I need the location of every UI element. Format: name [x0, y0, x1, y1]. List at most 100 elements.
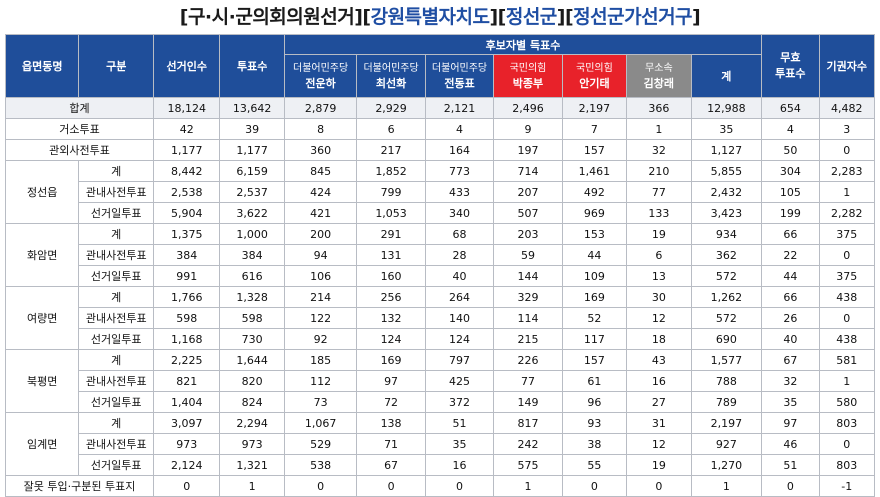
- cell-voters: 18,124: [152, 97, 221, 119]
- cell-abstain: -1: [818, 475, 876, 497]
- cell-cand-6: 27: [626, 391, 692, 413]
- cell-cand-5: 61: [561, 370, 628, 392]
- cell-cand-6: 32: [626, 139, 692, 161]
- cell-ballots: 616: [219, 265, 285, 287]
- table-row: 거소투표 42 39 8 6 4 9 7 1 35 4 3: [5, 118, 876, 140]
- cell-cand-5: 117: [561, 328, 628, 350]
- cell-cand-4: 714: [493, 160, 563, 182]
- cell-invalid: 35: [761, 391, 820, 413]
- cell-abstain: 438: [818, 286, 876, 308]
- page-title: [구·시·군의회의원선거][강원특별자치도][정선군][정선군가선거구]: [179, 6, 701, 28]
- cell-voters: 3,097: [152, 412, 221, 434]
- cell-total-votes: 1,127: [690, 139, 763, 161]
- header-category: 구분: [78, 34, 154, 98]
- row-category: 관내사전투표: [78, 244, 154, 266]
- cell-cand-5: 109: [561, 265, 628, 287]
- cell-cand-2: 1,053: [356, 202, 426, 224]
- cell-invalid: 66: [761, 223, 820, 245]
- cell-total-votes: 789: [690, 391, 763, 413]
- cell-cand-1: 185: [283, 349, 358, 371]
- cell-ballots: 384: [219, 244, 285, 266]
- cell-invalid: 0: [761, 475, 820, 497]
- cell-abstain: 2,283: [818, 160, 876, 182]
- cell-cand-6: 210: [626, 160, 692, 182]
- cell-abstain: 803: [818, 454, 876, 476]
- header-candidate: 국민의힘 안기태: [561, 54, 628, 98]
- table-row: 북평면 계 2,225 1,644 185 169 797 226 157 43 1,577 67 58…: [4, 349, 876, 413]
- cell-cand-2: 71: [356, 433, 426, 455]
- candidate-name: 안기태: [579, 76, 610, 90]
- cell-cand-5: 44: [561, 244, 628, 266]
- cell-ballots: 39: [219, 118, 285, 140]
- cell-cand-5: 0: [561, 475, 628, 497]
- candidate-name: 박종부: [512, 76, 544, 90]
- cell-voters: 973: [152, 433, 221, 455]
- table-row: 정선읍 계 8,442 6,159 845 1,852 773 714 1,461 210 5,85…: [4, 160, 876, 224]
- cell-total-votes: 2,432: [690, 181, 763, 203]
- cell-cand-2: 72: [356, 391, 426, 413]
- cell-total-votes: 362: [690, 244, 763, 266]
- cell-total-votes: 572: [690, 265, 763, 287]
- cell-invalid: 46: [761, 433, 820, 455]
- cell-cand-4: 226: [493, 349, 563, 371]
- cell-invalid: 22: [761, 244, 820, 266]
- cell-voters: 2,225: [152, 349, 221, 371]
- header-voters: 선거인수: [152, 34, 221, 98]
- cell-cand-3: 340: [424, 202, 495, 224]
- cell-cand-4: 114: [493, 307, 563, 329]
- cell-voters: 1,404: [152, 391, 221, 413]
- cell-ballots: 13,642: [219, 97, 285, 119]
- cell-cand-2: 291: [356, 223, 426, 245]
- cell-cand-5: 157: [561, 349, 628, 371]
- table-row: 관내사전투표 973 973 529 71 35 242 38 12 927 46 0: [6, 433, 876, 455]
- cell-cand-5: 157: [561, 139, 628, 161]
- cell-invalid: 4: [761, 118, 820, 140]
- cell-cand-1: 424: [283, 181, 358, 203]
- cell-voters: 8,442: [152, 160, 221, 182]
- candidate-name: 전동표: [444, 76, 475, 90]
- table-row: 선거일투표 2,124 1,321 538 67 16 575 55 19 1,270 51 803: [6, 454, 876, 476]
- cell-cand-4: 77: [493, 370, 563, 392]
- cell-cand-3: 51: [424, 412, 495, 434]
- cell-cand-6: 77: [626, 181, 692, 203]
- row-label: 잘못 투입·구분된 투표지: [5, 475, 154, 497]
- cell-total-votes: 1,270: [690, 454, 763, 476]
- title-constituency: 정선군가선거구: [573, 6, 693, 28]
- cell-ballots: 820: [219, 370, 285, 392]
- cell-cand-3: 164: [424, 139, 495, 161]
- cell-total-votes: 934: [690, 223, 763, 245]
- cell-cand-3: 433: [424, 181, 495, 203]
- cell-cand-3: 140: [424, 307, 495, 329]
- cell-cand-2: 217: [356, 139, 426, 161]
- cell-invalid: 40: [761, 328, 820, 350]
- cell-cand-6: 12: [626, 433, 692, 455]
- cell-cand-4: 817: [493, 412, 563, 434]
- header-candidate: 무소속 김창래: [626, 54, 692, 98]
- table-row: 화암면 계 1,375 1,000 200 291 68 203 153 19 934 66 375: [4, 223, 876, 287]
- cell-abstain: 1: [818, 181, 876, 203]
- district-name: 여량면: [4, 286, 80, 350]
- cell-cand-3: 0: [424, 475, 495, 497]
- table-row: 관내사전투표 384 384 94 131 28 59 44 6 362 22 0: [6, 244, 876, 266]
- cell-voters: 2,124: [152, 454, 221, 476]
- cell-ballots: 1,000: [219, 223, 285, 245]
- cell-cand-4: 242: [493, 433, 563, 455]
- cell-cand-2: 2,929: [356, 97, 426, 119]
- cell-total-votes: 788: [690, 370, 763, 392]
- candidate-party: 더불어민주당: [293, 62, 349, 74]
- cell-cand-1: 112: [283, 370, 358, 392]
- cell-cand-2: 132: [356, 307, 426, 329]
- cell-cand-4: 329: [493, 286, 563, 308]
- cell-invalid: 105: [761, 181, 820, 203]
- row-category: 계: [78, 160, 154, 182]
- cell-cand-4: 575: [493, 454, 563, 476]
- title-election-type: 구·시·군의회의원선거: [187, 6, 355, 28]
- cell-cand-1: 92: [283, 328, 358, 350]
- cell-cand-1: 1,067: [283, 412, 358, 434]
- cell-voters: 1,177: [152, 139, 221, 161]
- cell-abstain: 580: [818, 391, 876, 413]
- row-category: 계: [78, 286, 154, 308]
- cell-cand-5: 52: [561, 307, 628, 329]
- row-category: 선거일투표: [78, 391, 154, 413]
- cell-invalid: 66: [761, 286, 820, 308]
